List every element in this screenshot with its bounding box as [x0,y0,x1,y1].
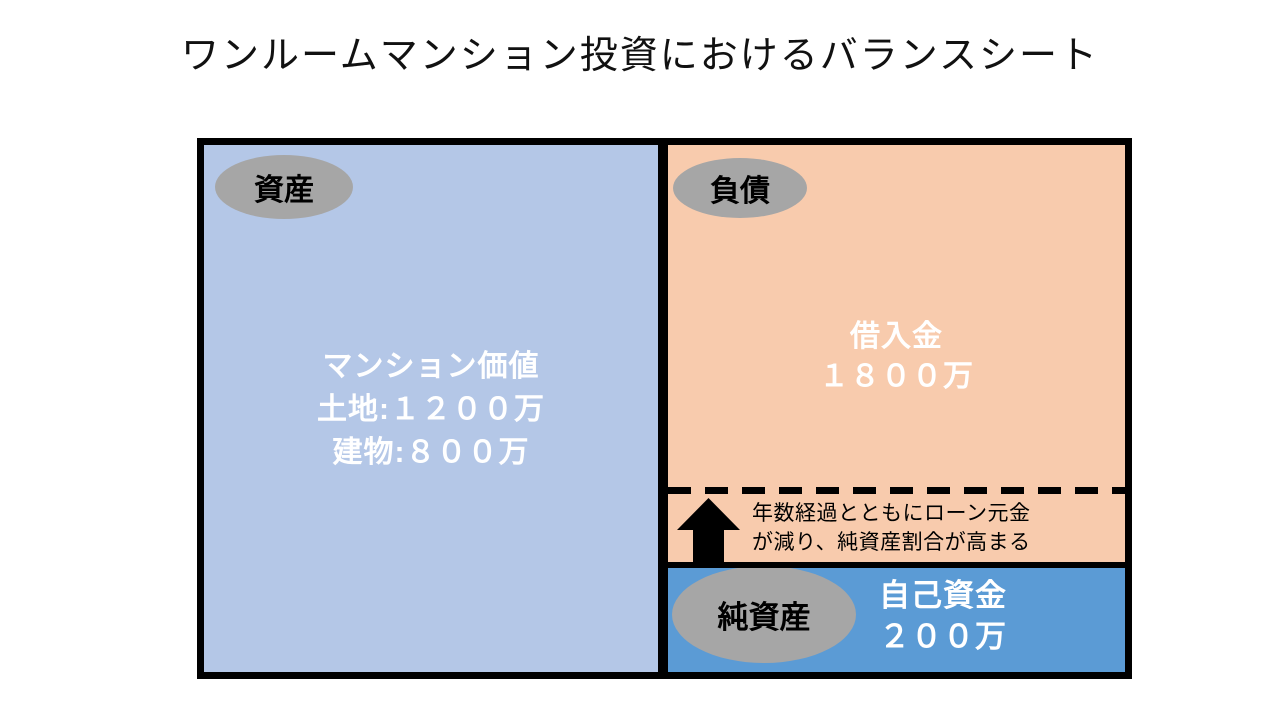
net-assets-value-text: 自己資金 ２００万 [858,575,1028,657]
loan-principal-dashed-line [668,487,1125,494]
annotation-line-1: 年数経過とともにローン元金 [752,502,1031,525]
equity-line-amount: ２００万 [879,619,1007,654]
loan-annotation: 年数経過とともにローン元金 が減り、純資産割合が高まる [677,498,1031,562]
balance-sheet-board: 資産 マンション価値 土地:１２００万 建物:８００万 負債 借入金 １８００万 [197,138,1132,679]
liabilities-label: 負債 [710,175,770,208]
loan-annotation-text: 年数経過とともにローン元金 が減り、純資産割合が高まる [752,499,1031,557]
annotation-line-2: が減り、純資産割合が高まる [752,531,1031,554]
liabilities-box: 負債 借入金 １８００万 年数経過とともにローン元金 が減り、純資産割合が高まる [668,145,1125,562]
assets-label-ellipse: 資産 [215,155,353,219]
assets-label: 資産 [254,174,314,207]
asset-line-land: 土地:１２００万 [317,393,545,426]
up-arrow-icon [677,498,740,562]
assets-box: 資産 マンション価値 土地:１２００万 建物:８００万 [204,145,658,672]
net-assets-box: 純資産 自己資金 ２００万 [668,568,1125,672]
diagram-title: ワンルームマンション投資におけるバランスシート [180,35,1100,77]
liabilities-label-ellipse: 負債 [673,158,807,218]
asset-line-title: マンション価値 [322,350,540,383]
liability-line-title: 借入金 [850,320,943,353]
net-assets-label-ellipse: 純資産 [672,568,856,663]
asset-line-building: 建物:８００万 [332,436,530,469]
liabilities-value-text: 借入金 １８００万 [668,317,1125,397]
equity-line-title: 自己資金 [879,578,1007,613]
liability-line-amount: １８００万 [819,360,974,393]
net-assets-label: 純資産 [717,600,811,635]
assets-value-text: マンション価値 土地:１２００万 建物:８００万 [204,345,658,474]
